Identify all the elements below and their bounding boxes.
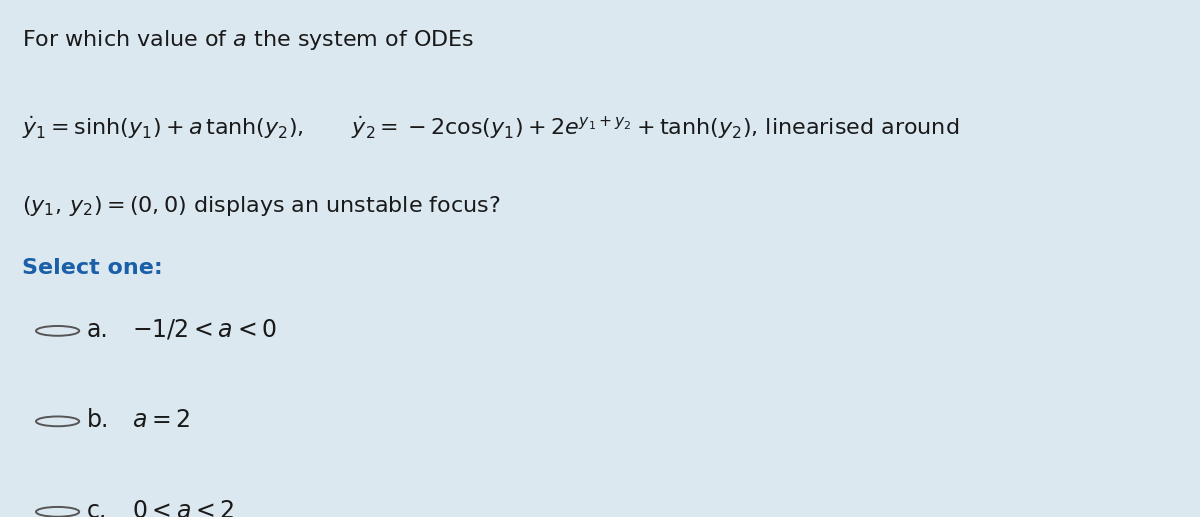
Text: $\dot{y}_1 = \sinh(y_1) + a\,\tanh(y_2), \qquad \dot{y}_2 = -2\cos(y_1) + 2e^{y_: $\dot{y}_1 = \sinh(y_1) + a\,\tanh(y_2),… xyxy=(22,114,959,141)
Text: $-1/2 < a < 0$: $-1/2 < a < 0$ xyxy=(132,318,277,342)
Text: b.: b. xyxy=(86,408,109,432)
Text: $a = 2$: $a = 2$ xyxy=(132,408,190,432)
Text: Select one:: Select one: xyxy=(22,258,162,279)
Text: $(y_1,\, y_2) = (0, 0)$ displays an unstable focus?: $(y_1,\, y_2) = (0, 0)$ displays an unst… xyxy=(22,194,500,218)
Text: For which value of $a$ the system of ODEs: For which value of $a$ the system of ODE… xyxy=(22,28,474,52)
Text: c.: c. xyxy=(86,499,107,517)
Text: a.: a. xyxy=(86,318,108,342)
Text: $0 < a < 2$: $0 < a < 2$ xyxy=(132,499,234,517)
